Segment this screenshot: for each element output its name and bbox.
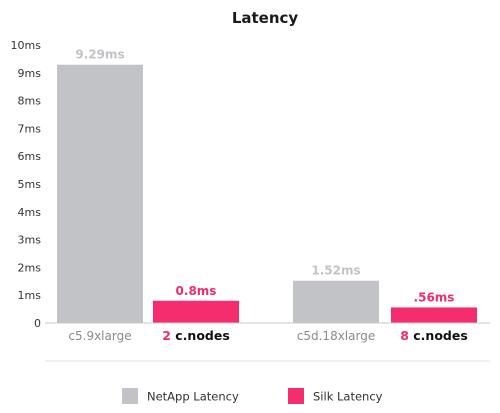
y-axis: 0 1ms 2ms 3ms 4ms 5ms 6ms 7ms 8ms 9ms 10ms [11, 39, 42, 330]
data-label: 1.52ms [311, 264, 360, 278]
bar [57, 64, 143, 323]
y-tick-label: 6ms [18, 150, 42, 163]
data-label: 0.8ms [176, 284, 217, 298]
category-node-count: 2 [162, 328, 171, 343]
y-tick-label: 4ms [18, 206, 42, 219]
category-label: 2 c.nodes [162, 328, 230, 343]
legend-swatch [122, 388, 138, 404]
legend-swatch [288, 388, 304, 404]
y-tick-label: 7ms [18, 122, 42, 135]
category-node-text: c.nodes [175, 328, 230, 343]
y-tick-label: 5ms [18, 178, 42, 191]
data-label: 9.29ms [75, 48, 124, 62]
bars [57, 64, 477, 323]
category-node-text: c.nodes [413, 328, 468, 343]
category-label: c5.9xlarge [68, 329, 131, 343]
category-node-count: 8 [400, 328, 409, 343]
y-tick-label: 10ms [11, 39, 42, 52]
y-tick-label: 9ms [18, 67, 42, 80]
chart-title: Latency [232, 9, 299, 27]
value-labels: 9.29ms 0.8ms 1.52ms .56ms [75, 48, 454, 305]
y-tick-label: 3ms [18, 234, 42, 247]
y-tick-label: 0 [34, 317, 41, 330]
category-label: 8 c.nodes [400, 328, 468, 343]
legend-label: NetApp Latency [147, 390, 239, 404]
bar [391, 307, 477, 323]
category-labels: c5.9xlarge 2 c.nodes c5d.18xlarge 8 c.nodes [68, 328, 467, 343]
bar [293, 280, 379, 323]
data-label: .56ms [414, 290, 455, 304]
y-tick-label: 1ms [18, 289, 42, 302]
legend-label: Silk Latency [313, 390, 383, 404]
legend: NetApp Latency Silk Latency [122, 388, 383, 404]
y-tick-label: 8ms [18, 95, 42, 108]
category-label: c5d.18xlarge [297, 329, 375, 343]
bar [153, 300, 239, 323]
y-tick-label: 2ms [18, 261, 42, 274]
